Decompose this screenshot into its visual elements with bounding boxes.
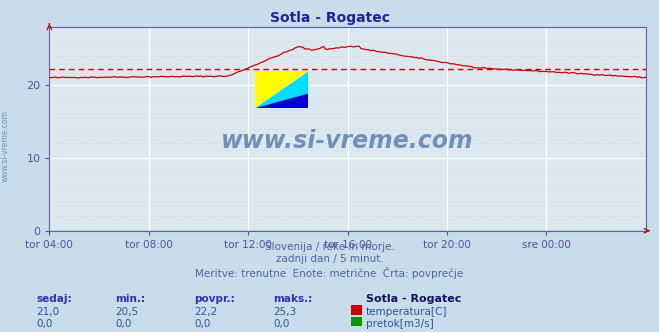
Text: www.si-vreme.com: www.si-vreme.com — [1, 110, 10, 182]
Text: Slovenija / reke in morje.: Slovenija / reke in morje. — [264, 242, 395, 252]
Text: 0,0: 0,0 — [36, 319, 53, 329]
Text: povpr.:: povpr.: — [194, 294, 235, 304]
Text: 0,0: 0,0 — [273, 319, 290, 329]
Text: www.si-vreme.com: www.si-vreme.com — [221, 129, 474, 153]
Text: maks.:: maks.: — [273, 294, 313, 304]
Text: 25,3: 25,3 — [273, 307, 297, 317]
Text: Sotla - Rogatec: Sotla - Rogatec — [366, 294, 461, 304]
Text: 22,2: 22,2 — [194, 307, 217, 317]
Text: sedaj:: sedaj: — [36, 294, 72, 304]
Text: 20,5: 20,5 — [115, 307, 138, 317]
Polygon shape — [255, 71, 308, 108]
Text: min.:: min.: — [115, 294, 146, 304]
Text: temperatura[C]: temperatura[C] — [366, 307, 447, 317]
Text: zadnji dan / 5 minut.: zadnji dan / 5 minut. — [275, 254, 384, 264]
Text: pretok[m3/s]: pretok[m3/s] — [366, 319, 434, 329]
Polygon shape — [255, 71, 308, 108]
Text: Sotla - Rogatec: Sotla - Rogatec — [270, 11, 389, 25]
Text: 0,0: 0,0 — [115, 319, 132, 329]
Text: Meritve: trenutne  Enote: metrične  Črta: povprečje: Meritve: trenutne Enote: metrične Črta: … — [195, 267, 464, 279]
Text: 21,0: 21,0 — [36, 307, 59, 317]
Text: 0,0: 0,0 — [194, 319, 211, 329]
Polygon shape — [255, 94, 308, 108]
